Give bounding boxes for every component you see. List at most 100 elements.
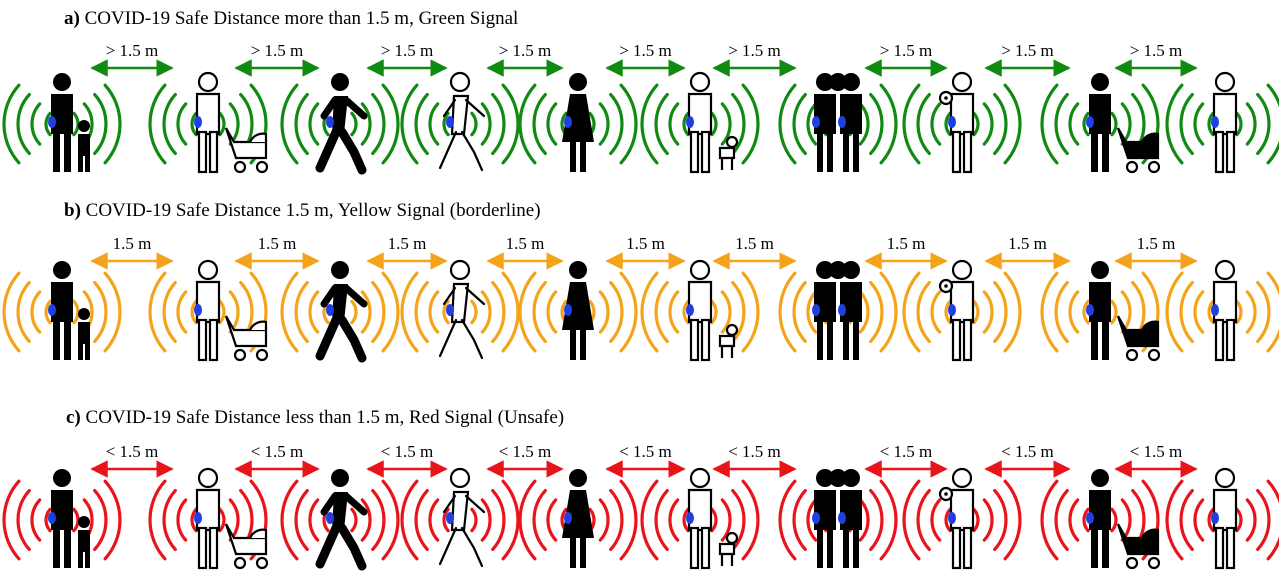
wearable-device-icon bbox=[194, 116, 202, 128]
signal-wave-arc bbox=[93, 93, 108, 155]
signal-wave-arc bbox=[1245, 102, 1257, 146]
distance-label: < 1.5 m bbox=[619, 442, 672, 461]
signal-wave-arc bbox=[944, 507, 952, 533]
signal-row-red: < 1.5 m < 1.5 m < 1.5 m < 1.5 m < 1.5 m < 1.5… bbox=[2, 442, 1279, 571]
signal-wave-arc bbox=[381, 479, 400, 561]
signal-wave-arc bbox=[381, 83, 400, 165]
wearable-device-icon bbox=[1086, 512, 1094, 524]
signal-wave-arc bbox=[1245, 290, 1257, 334]
signal-wave-arc bbox=[741, 83, 760, 165]
signal-wave-arc bbox=[654, 489, 669, 551]
signal-wave-arc bbox=[190, 111, 198, 137]
signal-wave-arc bbox=[103, 271, 122, 353]
signal-wave-arc bbox=[1165, 83, 1184, 165]
signal-wave-arc bbox=[710, 507, 718, 533]
signal-wave-arc bbox=[16, 281, 31, 343]
signal-wave-arc bbox=[1165, 271, 1184, 353]
signal-wave-arc bbox=[944, 299, 952, 325]
signal-wave-arc bbox=[546, 498, 558, 542]
signal-wave-arc bbox=[72, 507, 80, 533]
signal-wave-arc bbox=[640, 271, 659, 353]
signal-wave-arc bbox=[619, 479, 638, 561]
signal-wave-arc bbox=[916, 93, 931, 155]
wearable-device-icon bbox=[326, 304, 334, 316]
signal-wave-arc bbox=[710, 299, 718, 325]
signal-wave-arc bbox=[103, 479, 122, 561]
signal-wave-arc bbox=[501, 83, 520, 165]
signal-wave-arc bbox=[710, 111, 718, 137]
signal-wave-arc bbox=[294, 93, 309, 155]
signal-wave-arc bbox=[858, 102, 870, 146]
wearable-device-icon bbox=[1211, 512, 1219, 524]
signal-wave-arc bbox=[218, 299, 226, 325]
signal-wave-arc bbox=[806, 498, 818, 542]
wearable-device-icon bbox=[948, 512, 956, 524]
woman-icon bbox=[562, 469, 594, 568]
person-with-dog-icon bbox=[686, 71, 739, 174]
signal-wave-arc bbox=[879, 479, 898, 561]
signal-wave-arc bbox=[381, 271, 400, 353]
distance-label: 1.5 m bbox=[626, 234, 665, 253]
signal-wave-arc bbox=[1040, 83, 1059, 165]
signal-wave-arc bbox=[869, 93, 884, 155]
signal-wave-arc bbox=[609, 489, 624, 551]
signal-wave-arc bbox=[546, 290, 558, 334]
person-with-stroller-icon bbox=[1086, 261, 1161, 362]
distance-label: > 1.5 m bbox=[1130, 41, 1183, 60]
signal-wave-arc bbox=[428, 102, 440, 146]
signal-wave-arc bbox=[1245, 498, 1257, 542]
signal-wave-arc bbox=[972, 299, 980, 325]
signal-wave-arc bbox=[162, 489, 177, 551]
signal-wave-arc bbox=[190, 507, 198, 533]
parent-child-icon bbox=[48, 73, 90, 172]
signal-wave-arc bbox=[103, 83, 122, 165]
standing-person-icon bbox=[1211, 71, 1238, 174]
signal-wave-arc bbox=[792, 93, 807, 155]
signal-wave-arc bbox=[280, 479, 299, 561]
signal-wave-arc bbox=[1235, 111, 1243, 137]
signal-wave-arc bbox=[501, 479, 520, 561]
signal-wave-arc bbox=[294, 281, 309, 343]
walking-person-icon bbox=[315, 469, 368, 571]
signal-wave-arc bbox=[640, 83, 659, 165]
signal-wave-arc bbox=[308, 290, 320, 334]
wearable-device-icon bbox=[446, 116, 454, 128]
carrying-baby-icon bbox=[938, 467, 975, 570]
signal-wave-arc bbox=[1207, 111, 1215, 137]
signal-wave-arc bbox=[1179, 93, 1194, 155]
distance-label: 1.5 m bbox=[887, 234, 926, 253]
walking-person-icon bbox=[315, 73, 368, 175]
signal-wave-arc bbox=[930, 290, 942, 334]
signal-wave-arc bbox=[518, 83, 537, 165]
signal-wave-arc bbox=[218, 507, 226, 533]
person-with-stroller-icon bbox=[194, 259, 269, 362]
signal-wave-arc bbox=[902, 83, 921, 165]
signal-wave-arc bbox=[930, 102, 942, 146]
signal-wave-arc bbox=[16, 489, 31, 551]
wearable-device-icon bbox=[686, 512, 694, 524]
signal-wave-arc bbox=[668, 498, 680, 542]
signal-wave-arc bbox=[30, 498, 42, 542]
caption-row-c: c) COVID-19 Safe Distance less than 1.5 … bbox=[66, 407, 564, 428]
distance-label: > 1.5 m bbox=[381, 41, 434, 60]
signal-wave-arc bbox=[609, 93, 624, 155]
signal-wave-arc bbox=[480, 102, 492, 146]
couple-icon bbox=[812, 469, 862, 568]
walking-person-icon bbox=[438, 259, 486, 360]
signal-wave-arc bbox=[682, 111, 690, 137]
wearable-device-icon bbox=[686, 304, 694, 316]
walking-person-icon bbox=[438, 71, 486, 172]
signal-wave-arc bbox=[1054, 281, 1069, 343]
signal-wave-arc bbox=[1165, 479, 1184, 561]
signal-wave-arc bbox=[993, 489, 1008, 551]
wearable-device-icon bbox=[686, 116, 694, 128]
signal-wave-arc bbox=[532, 93, 547, 155]
signal-wave-arc bbox=[428, 498, 440, 542]
distance-label: < 1.5 m bbox=[381, 442, 434, 461]
signal-wave-arc bbox=[1003, 479, 1022, 561]
wearable-device-icon bbox=[812, 304, 820, 316]
signal-wave-arc bbox=[44, 111, 52, 137]
signal-wave-arc bbox=[1054, 93, 1069, 155]
signal-wave-arc bbox=[93, 281, 108, 343]
distance-label: < 1.5 m bbox=[1130, 442, 1183, 461]
